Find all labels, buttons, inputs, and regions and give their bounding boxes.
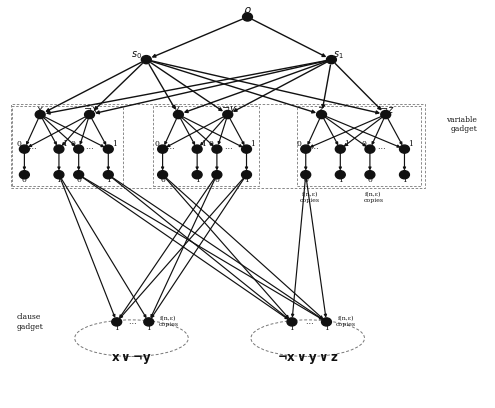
Text: f(n,ε)
copies: f(n,ε) copies [299, 192, 320, 203]
Text: $z$: $z$ [317, 105, 324, 115]
Circle shape [365, 171, 375, 179]
Circle shape [212, 145, 222, 153]
Text: 1: 1 [408, 140, 413, 148]
Text: $s_1$: $s_1$ [334, 50, 344, 62]
Text: …: … [305, 318, 312, 326]
Circle shape [242, 145, 251, 153]
Text: f(n,ε)
copies: f(n,ε) copies [363, 192, 384, 203]
Text: 0: 0 [76, 176, 81, 184]
Text: $\rho$: $\rho$ [243, 5, 252, 17]
Text: 1: 1 [200, 140, 205, 148]
Circle shape [158, 145, 167, 153]
Text: …: … [85, 143, 93, 151]
Text: $x$: $x$ [36, 105, 44, 115]
Circle shape [287, 318, 297, 326]
Circle shape [144, 318, 154, 326]
Bar [297, 106, 421, 186]
Circle shape [242, 171, 251, 179]
Circle shape [74, 145, 84, 153]
Text: 0: 0 [367, 176, 372, 184]
Text: 0: 0 [214, 176, 219, 184]
Circle shape [243, 13, 252, 21]
Text: 0: 0 [160, 176, 165, 184]
Text: 1: 1 [112, 140, 117, 148]
Text: …: … [167, 143, 174, 151]
Text: 0: 0 [70, 140, 75, 148]
Text: 1: 1 [244, 176, 249, 184]
Text: …: … [28, 143, 36, 151]
Circle shape [327, 55, 336, 64]
Text: clause
gadget: clause gadget [16, 313, 43, 330]
Text: 1: 1 [114, 324, 119, 332]
Circle shape [336, 171, 345, 179]
Text: 1: 1 [106, 176, 111, 184]
Text: $\neg y$: $\neg y$ [221, 104, 237, 115]
Circle shape [317, 111, 327, 119]
Text: 1: 1 [56, 176, 61, 184]
Circle shape [54, 145, 64, 153]
Circle shape [365, 145, 375, 153]
Circle shape [74, 171, 84, 179]
Circle shape [85, 111, 95, 119]
Text: f(n,ε)
copies: f(n,ε) copies [158, 317, 179, 327]
Text: $\neg x$: $\neg x$ [83, 105, 99, 115]
Circle shape [322, 318, 332, 326]
Circle shape [212, 171, 222, 179]
Text: 0: 0 [22, 176, 27, 184]
Text: 1: 1 [338, 176, 343, 184]
Bar [10, 104, 425, 188]
Circle shape [192, 145, 202, 153]
Text: …: … [128, 318, 136, 326]
Ellipse shape [75, 320, 188, 357]
Text: 1: 1 [402, 176, 407, 184]
Circle shape [399, 145, 409, 153]
Circle shape [54, 171, 64, 179]
Circle shape [192, 171, 202, 179]
Text: 0: 0 [16, 140, 21, 148]
Text: 1: 1 [62, 140, 67, 148]
Text: $s_0$: $s_0$ [131, 50, 142, 62]
Bar [12, 106, 123, 186]
Text: $\mathbf{x \vee \neg y}$: $\mathbf{x \vee \neg y}$ [111, 353, 152, 366]
Circle shape [381, 111, 391, 119]
Text: 1: 1 [324, 324, 329, 332]
Circle shape [112, 318, 122, 326]
Text: 0: 0 [297, 140, 302, 148]
Text: variable
gadget: variable gadget [446, 116, 477, 133]
Text: 0: 0 [208, 140, 213, 148]
Text: 1: 1 [344, 140, 348, 148]
Circle shape [399, 171, 409, 179]
Text: f(n,ε)
copies: f(n,ε) copies [336, 317, 356, 327]
Text: $y$: $y$ [173, 104, 182, 115]
Text: 0: 0 [154, 140, 159, 148]
Bar [153, 106, 259, 186]
Circle shape [35, 111, 45, 119]
Circle shape [142, 55, 151, 64]
Circle shape [173, 111, 183, 119]
Circle shape [223, 111, 233, 119]
Ellipse shape [251, 320, 364, 357]
Circle shape [301, 171, 311, 179]
Text: 1: 1 [290, 324, 295, 332]
Text: $\neg z$: $\neg z$ [380, 105, 395, 115]
Text: …: … [224, 143, 232, 151]
Text: …: … [310, 143, 318, 151]
Text: 0: 0 [303, 176, 308, 184]
Text: 1: 1 [147, 324, 151, 332]
Text: $\mathbf{\neg x \vee y \vee z}$: $\mathbf{\neg x \vee y \vee z}$ [277, 353, 339, 366]
Circle shape [19, 171, 29, 179]
Circle shape [158, 171, 167, 179]
Circle shape [103, 145, 113, 153]
Text: 0: 0 [361, 140, 366, 148]
Text: 1: 1 [195, 176, 199, 184]
Circle shape [301, 145, 311, 153]
Circle shape [103, 171, 113, 179]
Text: 1: 1 [250, 140, 255, 148]
Circle shape [19, 145, 29, 153]
Circle shape [336, 145, 345, 153]
Text: …: … [377, 143, 385, 151]
